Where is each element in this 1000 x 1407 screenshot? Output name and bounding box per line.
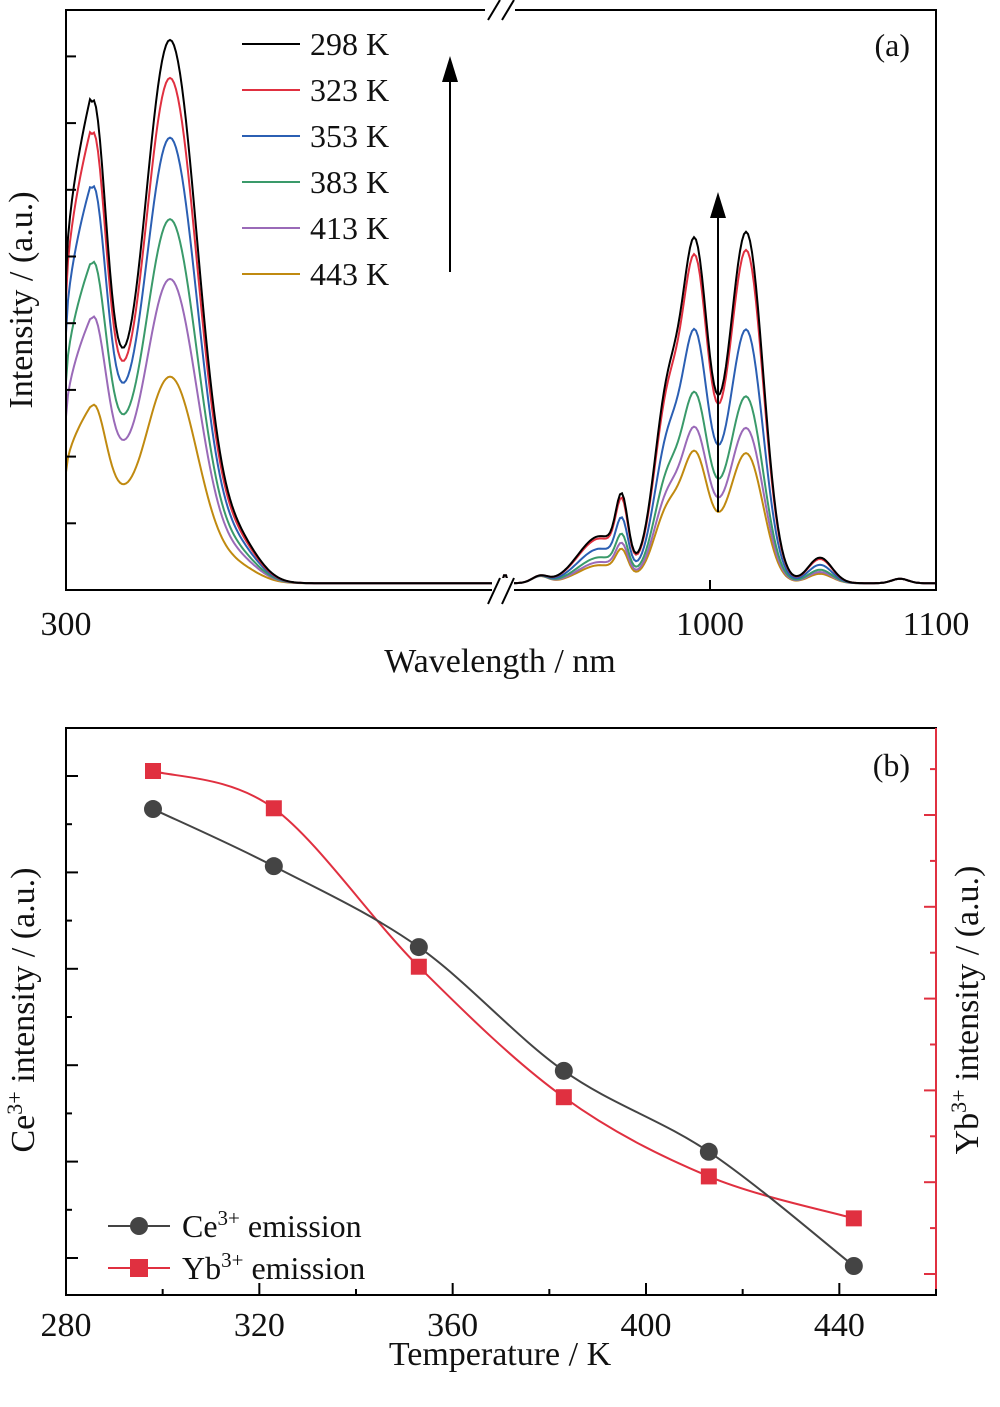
x-tick-label: 320: [234, 1307, 285, 1344]
increase-arrow-yb: [710, 192, 726, 512]
legend-label: 443 K: [310, 256, 389, 292]
axis-break-gap-top: [485, 0, 515, 20]
series-line-yb: [152, 770, 855, 1220]
series-line-443k-ce: [65, 375, 500, 585]
axis-break-marker-bottom: [487, 577, 515, 605]
data-point-ce: [699, 1142, 718, 1161]
data-point-ce: [264, 857, 283, 876]
axis-break-marker-top: [487, 0, 515, 21]
left-y-axis-title: Ce3+ intensity / (a.u.): [2, 868, 43, 1153]
right-y-ticks: [924, 768, 936, 1275]
y-axis-title: Intensity / (a.u.): [3, 191, 40, 408]
x-tick-label: 1100: [903, 606, 970, 643]
series-line-353k-ce: [65, 136, 500, 585]
series-line-ce: [152, 808, 855, 1267]
x-tick-label: 360: [427, 1307, 478, 1344]
x-axis-title: Wavelength / nm: [384, 643, 615, 680]
data-point-ce: [844, 1257, 863, 1275]
panel-a: 300 1000 1100 Wavelength / nm Intensity …: [3, 0, 969, 680]
x-tick-label: 440: [814, 1307, 865, 1344]
series-line-323k-ce: [65, 76, 500, 585]
legend-label-yb: Yb3+ emission: [182, 1248, 365, 1286]
legend-marker-ce: [130, 1217, 148, 1235]
panel-a-x-ticks: [65, 580, 937, 590]
panel-a-plot-area: [65, 38, 936, 585]
panel-a-y-ticks: [66, 55, 76, 591]
increase-arrow-legend: [442, 56, 458, 272]
x-tick-label: 400: [621, 1307, 672, 1344]
legend-label: 323 K: [310, 72, 389, 108]
left-y-ticks: [66, 775, 78, 1259]
legend-label: 298 K: [310, 26, 389, 62]
legend: 298 K 323 K 353 K 383 K 413 K 443 K: [242, 26, 389, 292]
data-point-ce: [409, 938, 428, 957]
x-tick-label: 1000: [676, 606, 744, 643]
series-line-298k-ce: [65, 38, 500, 585]
panel-label: (a): [874, 27, 910, 63]
panel-label: (b): [873, 747, 910, 783]
legend-label: 413 K: [310, 210, 389, 246]
data-point-ce: [554, 1061, 573, 1080]
data-point-yb: [145, 763, 161, 779]
panel-b-plot-area: [144, 763, 863, 1275]
data-point-ce: [144, 800, 162, 819]
legend-label: 353 K: [310, 118, 389, 154]
x-axis-title: Temperature / K: [389, 1336, 612, 1373]
panel-b: 280 320 360 400 440 (b) Temperature / K Ce3+…: [2, 727, 987, 1373]
data-point-yb: [700, 1168, 717, 1185]
legend-label: 383 K: [310, 164, 389, 200]
legend-label-ce: Ce3+ emission: [182, 1206, 362, 1244]
legend-marker-yb: [130, 1259, 148, 1277]
panel-b-x-ticks: 280 320 360 400 440: [41, 1283, 937, 1344]
data-point-yb: [410, 958, 427, 975]
data-point-yb: [555, 1089, 572, 1106]
data-point-yb: [265, 800, 282, 817]
right-y-axis-title: Yb3+ intensity / (a.u.): [946, 866, 987, 1155]
x-tick-label: 280: [41, 1307, 92, 1344]
x-tick-label: 300: [41, 606, 92, 643]
legend: Ce3+ emission Yb3+ emission: [108, 1206, 365, 1286]
data-point-yb: [845, 1210, 862, 1227]
